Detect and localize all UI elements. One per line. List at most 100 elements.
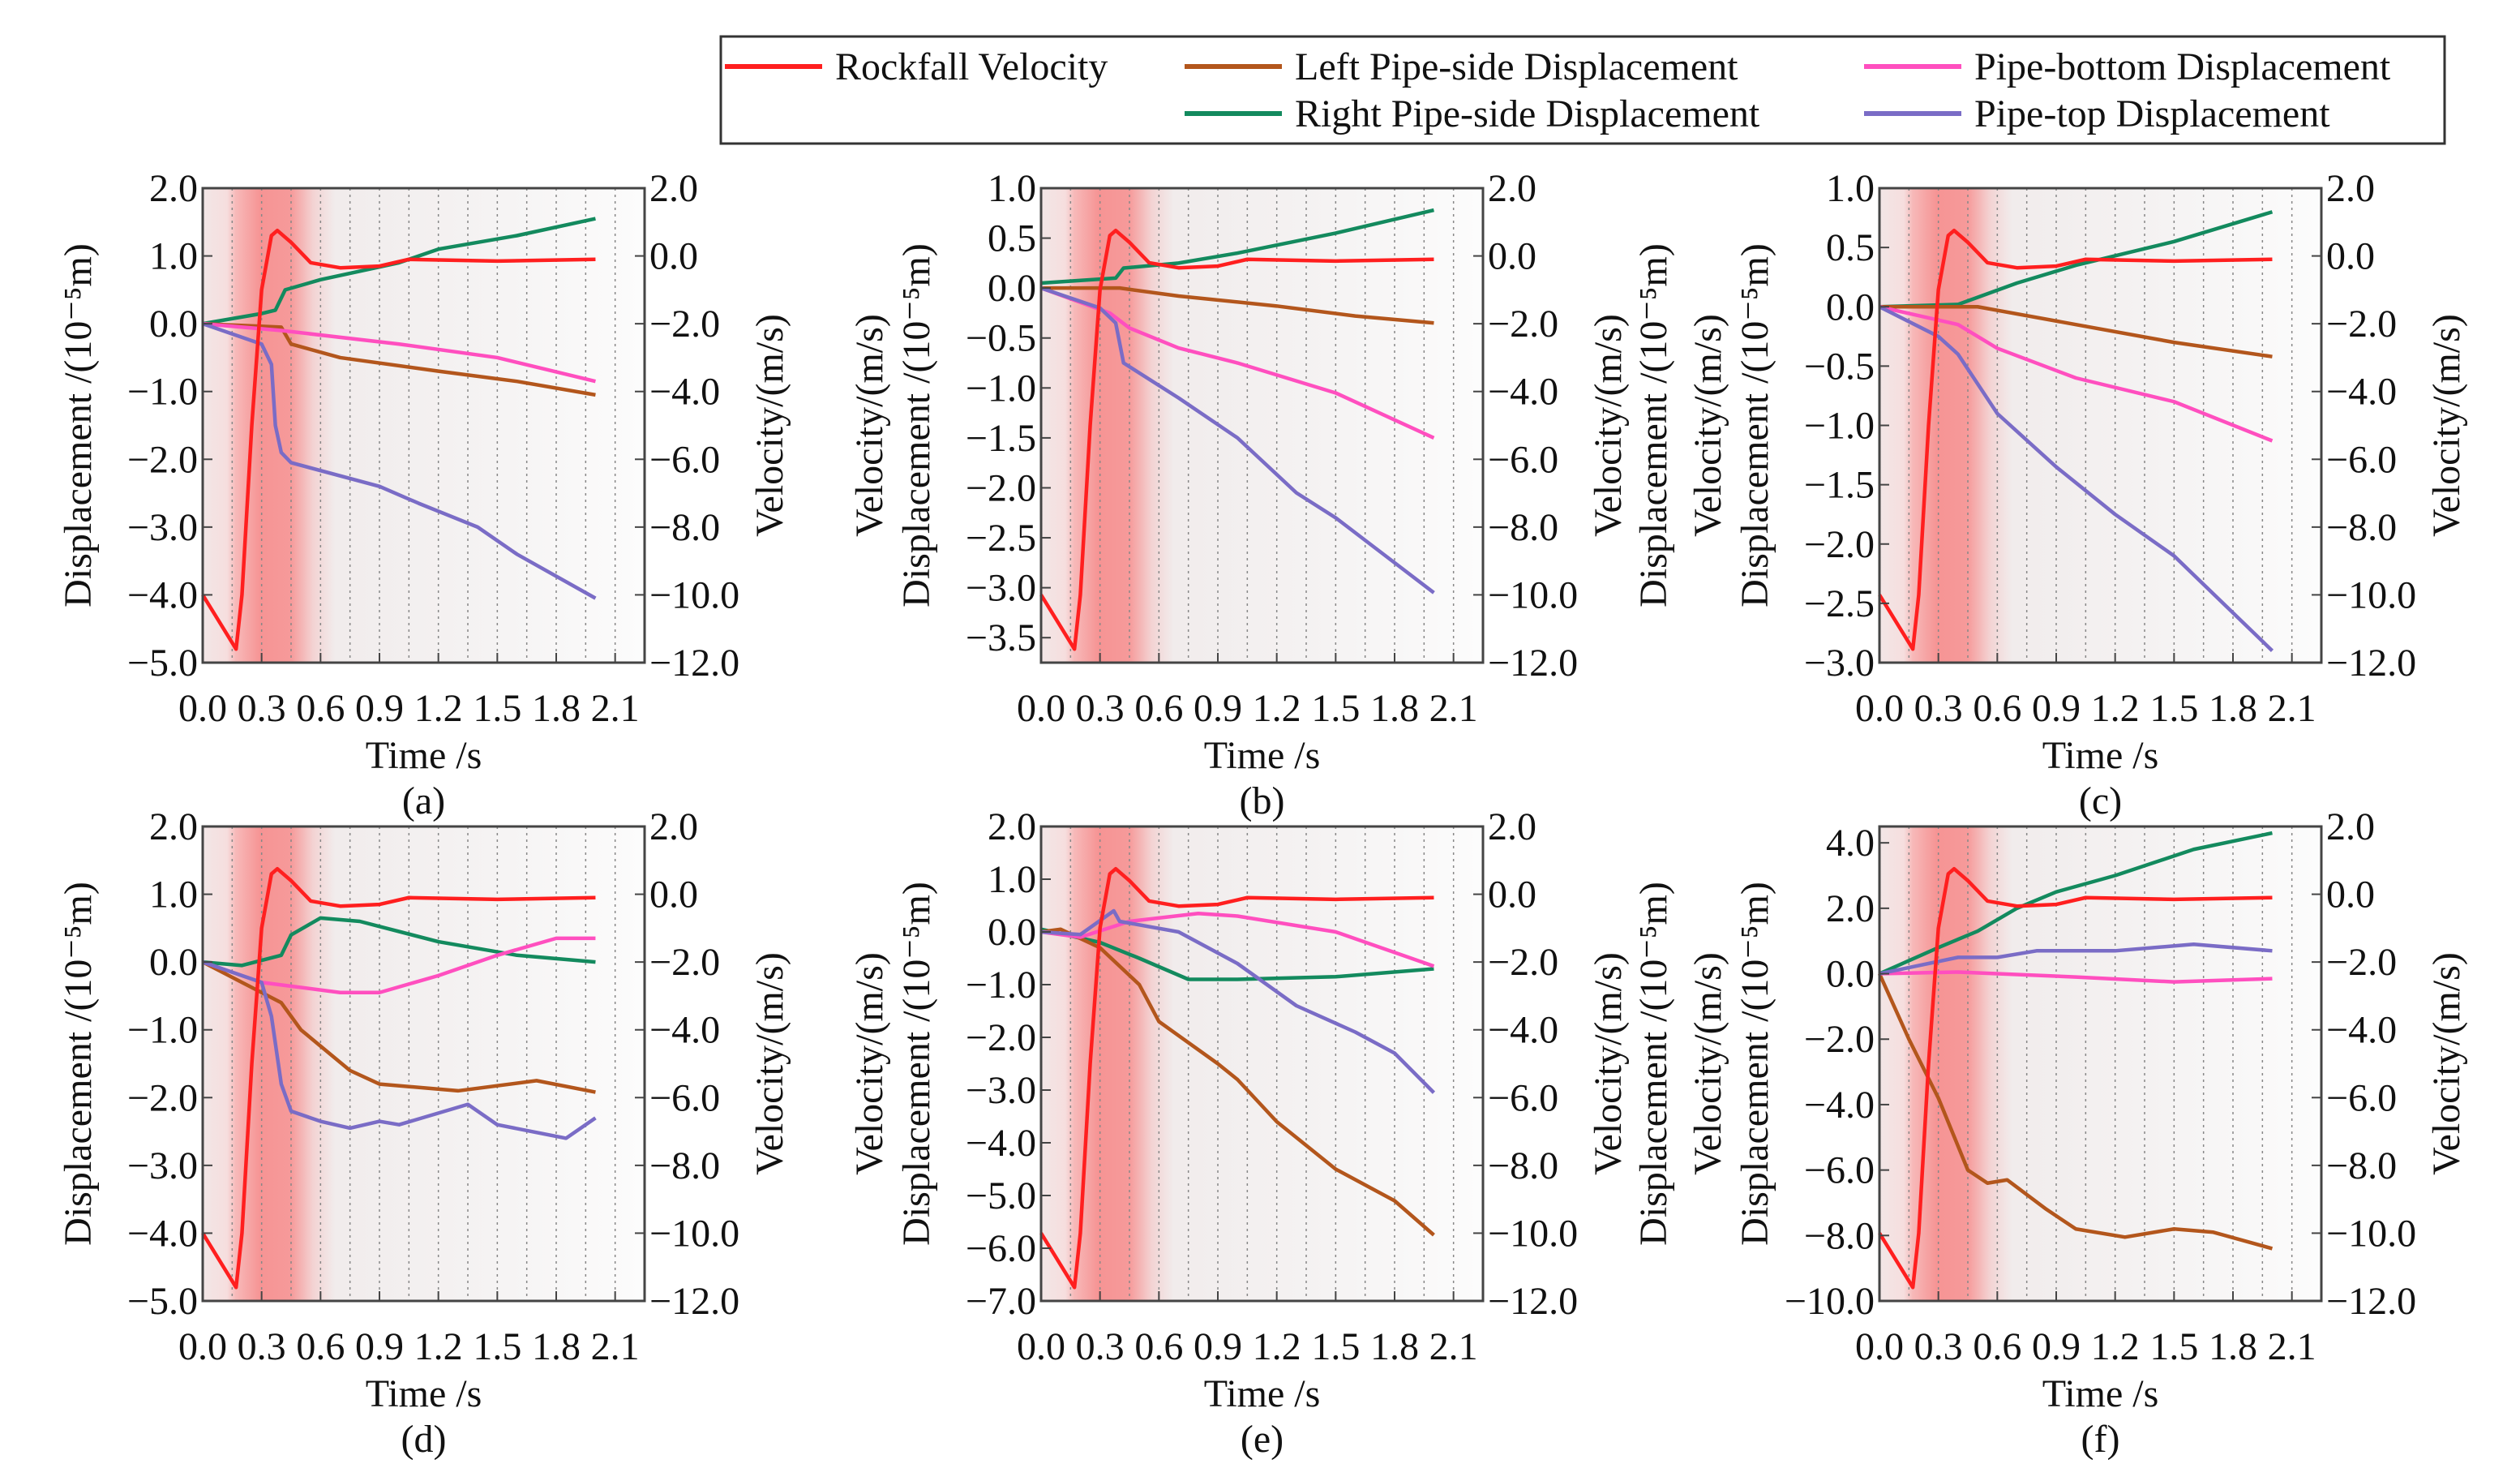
series-pipe-bottom-displacement [1879,305,2274,443]
y-tick-label-left: −1.5 [1804,464,1875,507]
panel-b: 0.0 0.3 0.6 0.9 1.2 1.5 1.8 2.1 1.0 0.5 0.0 −0.5 −1.… [848,167,1675,822]
x-tick-label: 2.1 [591,1325,640,1368]
y-tick-label-left: −2.5 [966,517,1036,560]
y-tick-label-right: 2.0 [649,167,698,210]
y-axis-title-right: Velocity/(m/s) [748,952,791,1175]
y-tick-label-left: 1.0 [149,235,198,278]
y-tick-label-left: 1.0 [1826,167,1875,210]
series-rockfall-velocity [201,228,596,651]
y-tick-label-left: −0.5 [966,317,1036,360]
x-tick-label: 1.8 [2209,1325,2257,1368]
series-left-pipe-side-displacement [202,321,596,397]
x-tick-label: 0.0 [1017,687,1065,730]
y-tick-label-right: −10.0 [2326,1212,2416,1255]
series-rockfall-velocity [1878,228,2273,651]
x-tick-label: 1.2 [1253,1325,1301,1368]
y-tick-label-left: 0.0 [149,303,198,346]
y-axis-title-right: Velocity/(m/s) [2425,314,2468,537]
y-tick-label-left: −3.0 [966,1069,1036,1112]
y-tick-label-left: −3.0 [127,1144,198,1187]
y-tick-label-right: −4.0 [1488,1009,1558,1052]
x-tick-label: 0.0 [1017,1325,1065,1368]
y-tick-label-left: −1.0 [1804,405,1875,448]
y-tick-label-left: 1.0 [988,167,1036,210]
x-tick-label: 1.5 [2149,687,2198,730]
y-axis-title-right-displacement: Displacement /(10⁻⁵m) [1632,243,1675,607]
y-tick-label-left: 0.0 [1826,953,1875,996]
y-tick-label-right: −12.0 [1488,642,1578,685]
x-axis-title: Time /s [366,734,482,777]
y-tick-label-right: −10.0 [649,1212,739,1255]
x-tick-label: 0.6 [296,687,345,730]
y-tick-label-right: −4.0 [2326,371,2397,414]
series-pipe-top-displacement [1040,908,1436,1094]
y-axis-title-left-velocity: Velocity/(m/s) [1686,314,1729,537]
y-tick-label-right: −12.0 [649,642,739,685]
plot-frame [1878,825,2323,1303]
panel-label: (f) [2081,1418,2120,1461]
y-axis-title-right: Velocity/(m/s) [1587,314,1630,537]
y-tick-label-right: −4.0 [649,1009,720,1052]
y-tick-label-right: −6.0 [1488,1076,1558,1119]
panel-label: (c) [2079,779,2122,822]
x-tick-label: 0.3 [1076,687,1125,730]
y-axis-title-left-velocity: Velocity/(m/s) [848,314,891,537]
y-tick-label-left: −3.0 [966,567,1036,610]
x-tick-label: 0.0 [178,1325,227,1368]
x-tick-label: 0.9 [2032,1325,2081,1368]
series-pipe-top-displacement [1879,942,2273,976]
y-tick-label-right: −6.0 [1488,438,1558,481]
y-tick-label-left: 4.0 [1826,822,1875,865]
y-tick-label-left: −5.0 [127,642,198,685]
series-pipe-bottom-displacement [202,321,596,384]
y-tick-label-right: 2.0 [649,805,698,848]
y-tick-label-left: −0.5 [1804,345,1875,388]
y-axis-title-left: Displacement /(10⁻⁵m) [895,243,938,607]
y-tick-label-left: 2.0 [988,805,1036,848]
y-tick-label-right: −4.0 [1488,371,1558,414]
y-tick-label-left: −1.0 [966,367,1036,410]
x-tick-label: 1.5 [2149,1325,2198,1368]
y-axis-title-left: Displacement /(10⁻⁵m) [1734,882,1776,1246]
y-tick-label-right: −12.0 [1488,1280,1578,1323]
y-tick-label-right: 0.0 [1488,874,1536,917]
y-tick-label-left: −2.5 [1804,582,1875,625]
y-tick-label-left: −8.0 [1804,1214,1875,1257]
x-tick-label: 2.1 [2268,687,2316,730]
y-axis-title-left: Displacement /(10⁻⁵m) [57,882,100,1246]
series-rockfall-velocity [201,866,596,1290]
impact-shading [1879,826,2321,1301]
y-tick-label-right: 0.0 [649,874,698,917]
plot-frame [1039,825,1485,1303]
y-tick-label-right: −2.0 [1488,303,1558,346]
y-tick-label-right: 2.0 [2326,805,2375,848]
x-tick-label: 0.0 [1855,687,1904,730]
y-axis-title-right: Velocity/(m/s) [2425,952,2468,1175]
series-left-pipe-side-displacement [1877,972,2274,1251]
y-tick-label-left: 1.0 [988,858,1036,901]
y-tick-label-right: −12.0 [2326,642,2416,685]
y-axis-title-left-velocity: Velocity/(m/s) [848,952,891,1175]
y-tick-label-right: 0.0 [2326,874,2375,917]
y-tick-label-left: −4.0 [1804,1084,1875,1127]
series-rockfall-velocity [1039,228,1434,651]
legend-label: Right Pipe-side Displacement [1295,92,1760,135]
series-pipe-bottom-displacement [1040,286,1435,440]
series-right-pipe-side-displacement [202,217,596,326]
x-tick-label: 0.9 [355,687,404,730]
y-tick-label-left: −2.0 [966,466,1036,509]
series-left-pipe-side-displacement [1040,927,1435,1237]
legend-label: Left Pipe-side Displacement [1295,45,1738,88]
y-tick-label-right: −6.0 [2326,1076,2397,1119]
y-tick-label-left: 0.5 [988,217,1036,260]
legend-box [719,35,2446,145]
plot-frame [1039,187,1485,664]
series-pipe-bottom-displacement [1040,912,1435,968]
impact-shading [1041,826,1483,1301]
y-axis-title-left: Displacement /(10⁻⁵m) [895,882,938,1246]
series-right-pipe-side-displacement [1040,208,1434,285]
y-tick-label-left: −2.0 [127,1076,198,1119]
y-tick-label-right: −12.0 [649,1280,739,1323]
y-tick-label-left: 2.0 [1826,887,1875,930]
y-tick-label-left: −2.0 [1804,523,1875,566]
